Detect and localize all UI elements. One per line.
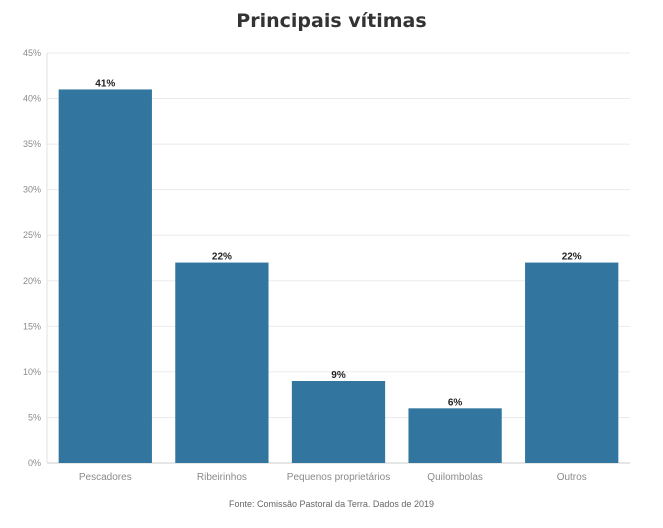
category-label: Outros <box>557 472 587 483</box>
category-label: Pescadores <box>79 472 132 483</box>
x-axis: Pescadores Ribeirinhos Pequenos proprietár… <box>79 472 587 483</box>
bar <box>408 408 502 463</box>
y-tick-label: 15% <box>23 321 41 331</box>
category-label: Pequenos proprietários <box>287 472 390 483</box>
y-tick-label: 5% <box>28 412 41 422</box>
bar <box>58 89 152 463</box>
y-tick-label: 25% <box>23 230 41 240</box>
data-labels: 41% 22% 9% 6% 22% <box>95 78 582 408</box>
bars <box>58 89 619 463</box>
data-label: 22% <box>212 252 232 263</box>
y-tick-label: 20% <box>23 276 41 286</box>
y-tick-label: 40% <box>23 94 41 104</box>
bar <box>291 381 386 463</box>
data-label: 9% <box>331 370 346 381</box>
bar <box>525 262 619 463</box>
y-tick-label: 30% <box>23 185 41 195</box>
bar <box>175 262 269 463</box>
data-label: 6% <box>448 397 463 408</box>
chart-title: Principais vítimas <box>236 10 427 32</box>
category-label: Ribeirinhos <box>197 472 247 483</box>
data-label: 22% <box>562 252 582 263</box>
category-label: Quilombolas <box>427 472 483 483</box>
y-tick-label: 45% <box>23 48 41 58</box>
y-tick-label: 10% <box>23 367 41 377</box>
source-note: Fonte: Comissão Pastoral da Terra. Dados… <box>229 499 434 509</box>
y-tick-label: 0% <box>28 458 41 468</box>
y-tick-label: 35% <box>23 139 41 149</box>
y-axis: 0% 5% 10% 15% 20% 25% 30% 35% 40% 45% <box>23 48 48 468</box>
data-label: 41% <box>95 78 115 89</box>
